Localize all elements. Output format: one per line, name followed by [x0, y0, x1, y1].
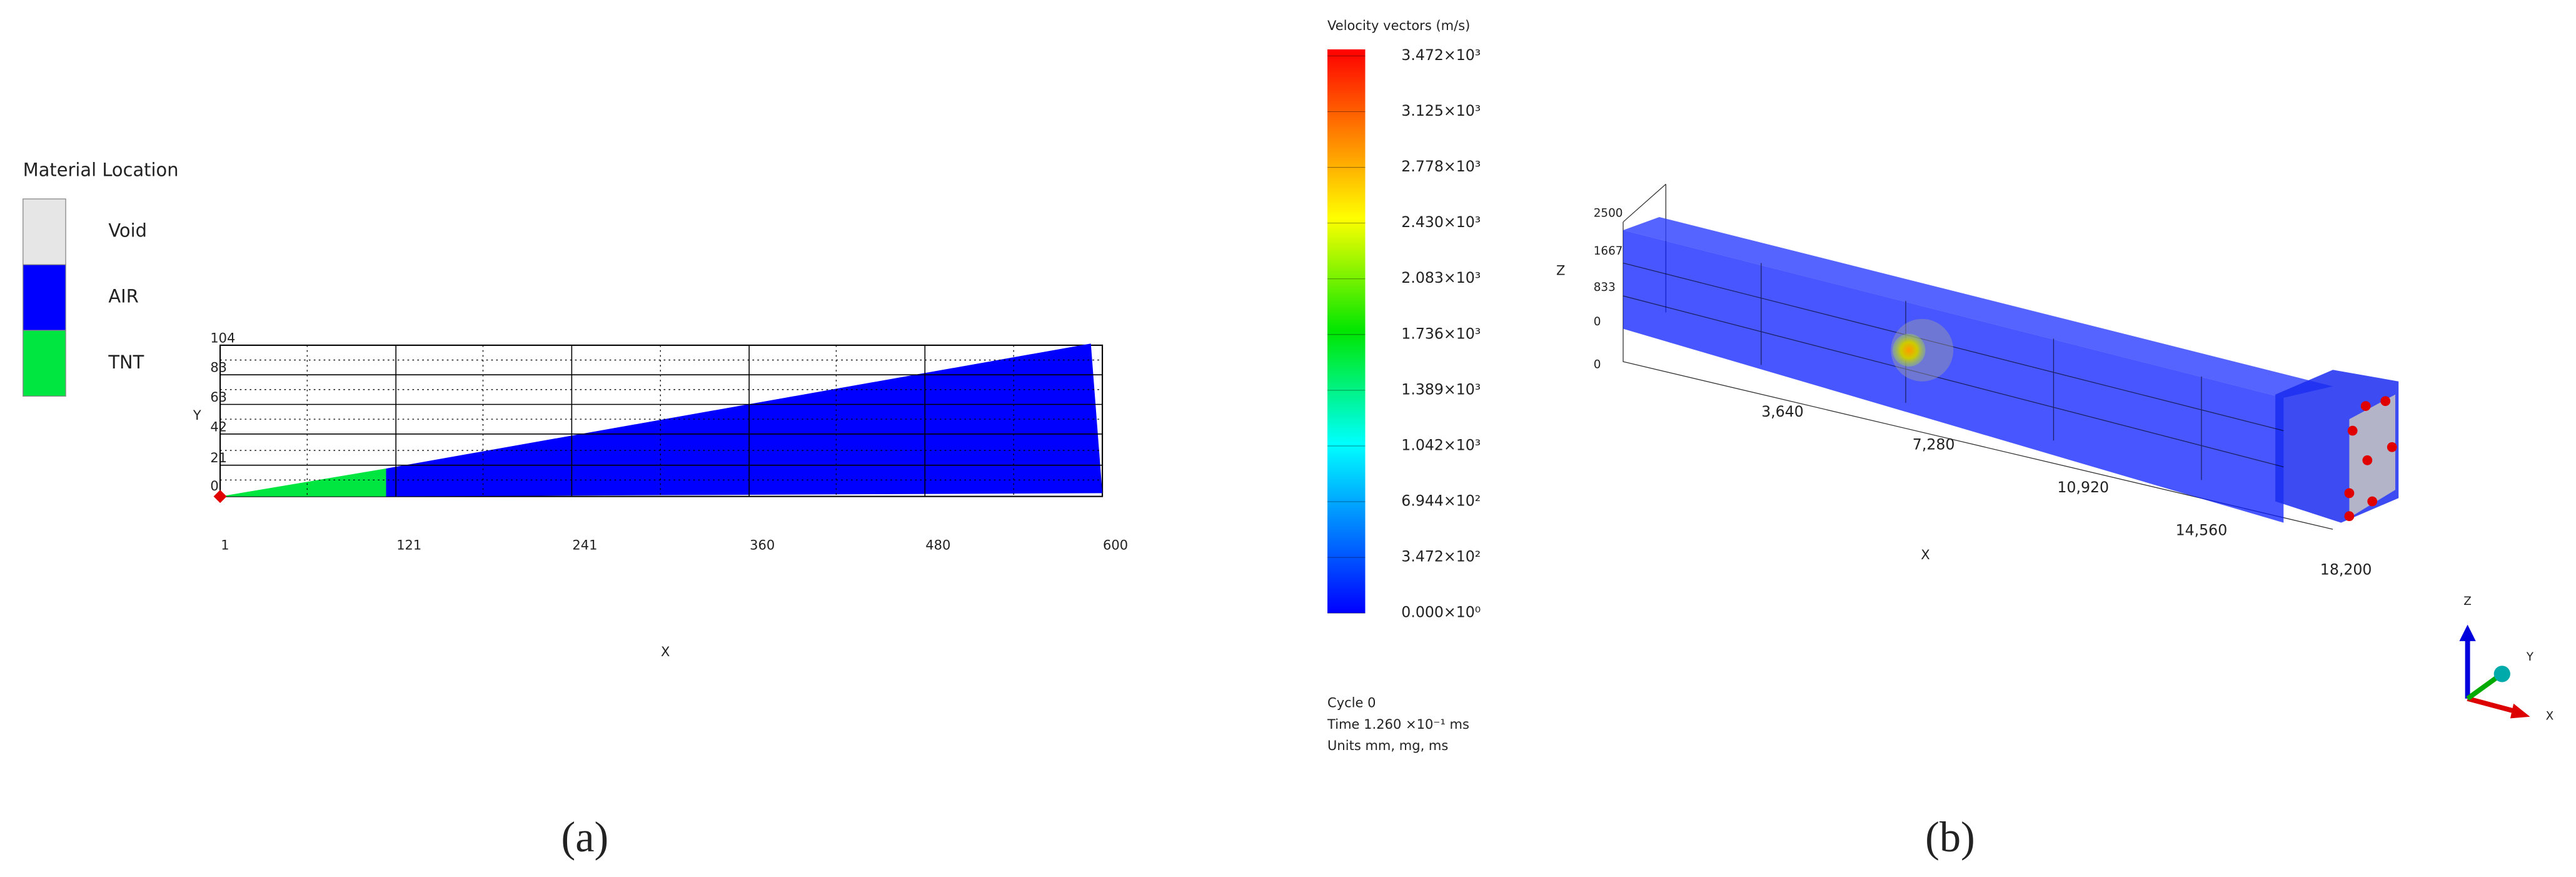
info-line: Cycle 0	[1327, 695, 1376, 711]
caption: (a)	[561, 813, 609, 861]
colorbar-label: 1.736×10³	[1401, 325, 1481, 342]
x-tick-label: 360	[750, 537, 775, 552]
colorbar-label: 3.472×10³	[1401, 46, 1481, 64]
colorbar	[1327, 49, 1366, 614]
info-line: Time 1.260 ×10⁻¹ ms	[1327, 716, 1469, 732]
colorbar-label: 2.778×10³	[1401, 158, 1481, 175]
colorbar-label: 3.125×10³	[1401, 102, 1481, 119]
x-tick-label: 3,640	[1761, 403, 1804, 420]
panel-b-model	[1623, 183, 2530, 719]
caption: (b)	[1925, 813, 1975, 861]
x-tick-label: 241	[572, 537, 597, 552]
x-tick-label: 1	[221, 537, 229, 552]
y-tick-label: 63	[210, 389, 227, 405]
x-tick-label: 18,200	[2320, 560, 2372, 578]
colorbar-label: 1.042×10³	[1401, 436, 1481, 454]
x-tick-label: 600	[1103, 537, 1128, 552]
legend-swatch	[23, 330, 66, 397]
panel-a-plot	[213, 343, 1104, 504]
triad-label: Z	[2463, 595, 2472, 608]
colorbar-label: 2.430×10³	[1401, 213, 1481, 231]
z-tick-label: 833	[1594, 281, 1616, 294]
x-axis-label: X	[661, 644, 670, 659]
legend-label: Void	[108, 220, 147, 241]
triad-label: X	[2546, 710, 2554, 723]
legend-label: AIR	[108, 286, 138, 307]
y-tick-label: 104	[210, 330, 235, 345]
colorbar-label: 1.389×10³	[1401, 380, 1481, 398]
x-tick-label: 10,920	[2057, 479, 2109, 496]
legend-label: TNT	[108, 352, 144, 373]
z-tick-label: 2500	[1594, 207, 1623, 220]
legend-swatch	[23, 198, 66, 265]
z-tick-label: 0	[1594, 358, 1601, 371]
colorbar-label: 3.472×10²	[1401, 548, 1481, 565]
legend-swatch	[23, 264, 66, 331]
x-tick-label: 7,280	[1913, 436, 1955, 454]
triad-label: Y	[2526, 651, 2534, 664]
x-tick-label: 121	[396, 537, 421, 552]
z-tick-label: 0	[1594, 315, 1601, 328]
x-tick-label: 14,560	[2176, 521, 2228, 539]
x-axis-label: X	[1921, 547, 1929, 562]
colorbar-label: 6.944×10²	[1401, 492, 1481, 510]
y-tick-label: 83	[210, 360, 227, 375]
x-tick-label: 480	[925, 537, 950, 552]
colorbar-label: 0.000×10⁰	[1401, 604, 1481, 621]
y-axis-label: Y	[193, 407, 201, 423]
y-tick-label: 0	[210, 478, 218, 494]
z-axis-label: Z	[1556, 263, 1565, 278]
colorbar-label: 2.083×10³	[1401, 269, 1481, 286]
colorbar-title: Velocity vectors (m/s)	[1327, 18, 1470, 33]
y-tick-label: 42	[210, 418, 227, 434]
legend-title: Material Location	[23, 159, 179, 180]
info-line: Units mm, mg, ms	[1327, 738, 1448, 753]
y-tick-label: 21	[210, 450, 227, 465]
z-tick-label: 1667	[1594, 245, 1623, 258]
